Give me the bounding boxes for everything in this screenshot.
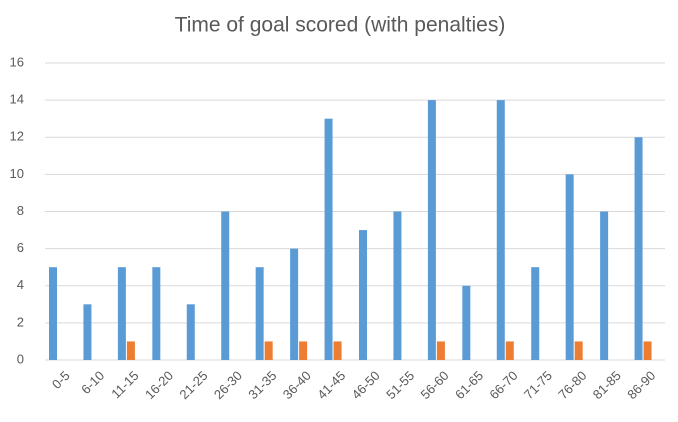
x-tick-label: 66-70 <box>486 368 520 402</box>
bar <box>427 100 436 360</box>
x-tick-label: 76-80 <box>555 368 589 402</box>
bar <box>359 230 367 360</box>
x-tick-label: 46-50 <box>349 368 383 402</box>
y-tick-label: 2 <box>17 314 24 329</box>
bar <box>299 341 308 360</box>
x-tick-label: 21-25 <box>176 368 210 402</box>
x-tick-label: 81-85 <box>590 368 624 402</box>
y-tick-label: 16 <box>10 54 24 69</box>
bar <box>436 341 445 360</box>
bar <box>496 100 505 360</box>
y-tick-label: 6 <box>17 240 24 255</box>
x-tick-label: 41-45 <box>314 368 348 402</box>
x-tick-label: 31-35 <box>245 368 279 402</box>
y-tick-label: 4 <box>17 277 24 292</box>
x-tick-label: 11-15 <box>108 368 141 401</box>
x-tick-label: 61-65 <box>452 368 486 402</box>
bar <box>565 174 574 360</box>
bar <box>264 341 273 360</box>
bar <box>186 304 195 360</box>
bar <box>126 341 135 360</box>
bar <box>505 341 514 360</box>
bar <box>333 341 342 360</box>
y-tick-label: 10 <box>10 166 24 181</box>
bar <box>634 137 643 360</box>
bar <box>49 267 57 360</box>
bar <box>152 267 161 360</box>
bar <box>643 341 652 360</box>
x-tick-label: 6-10 <box>78 368 107 397</box>
x-tick-label: 0-5 <box>49 368 73 392</box>
bar <box>290 248 299 360</box>
bar <box>255 267 264 360</box>
chart-title: Time of goal scored (with penalties) <box>175 14 506 37</box>
x-tick-label: 51-55 <box>383 368 417 402</box>
x-tick-label: 56-60 <box>418 368 452 402</box>
x-tick-label: 16-20 <box>142 368 176 402</box>
y-tick-label: 12 <box>10 129 24 144</box>
bar <box>393 211 402 360</box>
bar <box>324 118 333 360</box>
y-tick-label: 14 <box>10 92 24 107</box>
x-tick-label: 71-75 <box>521 368 555 402</box>
bar <box>221 211 230 360</box>
bar <box>462 285 471 360</box>
x-tick-label: 26-30 <box>211 368 245 402</box>
x-tick-label: 86-90 <box>624 368 658 402</box>
x-tick-label: 36-40 <box>280 368 314 402</box>
y-tick-label: 0 <box>17 351 24 366</box>
bar <box>117 267 126 360</box>
bar <box>83 304 92 360</box>
bar <box>574 341 583 360</box>
bar <box>600 211 609 360</box>
y-tick-label: 8 <box>17 203 24 218</box>
bar <box>531 267 540 360</box>
